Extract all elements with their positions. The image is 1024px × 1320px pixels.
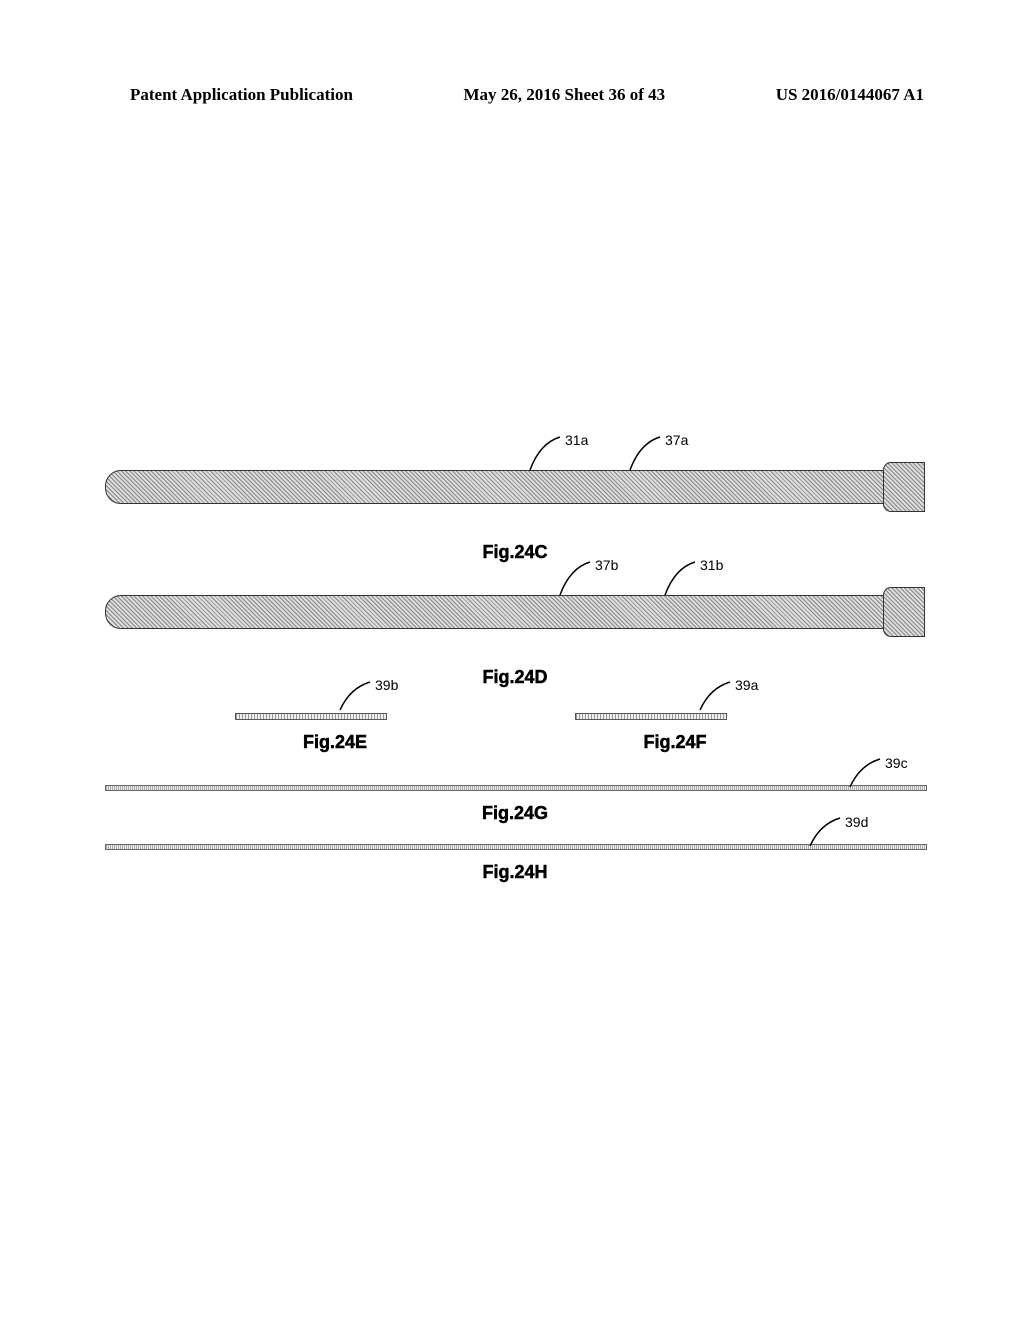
caption-24e: Fig.24E — [235, 732, 435, 753]
rod-shape-c — [105, 470, 925, 502]
caption-24d: Fig.24D — [105, 667, 925, 688]
label-37b: 37b — [595, 557, 618, 573]
header-left: Patent Application Publication — [130, 85, 353, 105]
label-39b: 39b — [375, 677, 398, 693]
header-right: US 2016/0144067 A1 — [776, 85, 924, 105]
bar-39d — [105, 844, 927, 850]
figure-24g: 39c Fig.24G — [105, 785, 925, 824]
caption-24f: Fig.24F — [575, 732, 775, 753]
caption-24h: Fig.24H — [105, 862, 925, 883]
figure-24c: 31a 37a Fig.24C — [105, 460, 925, 550]
rod-shape-d — [105, 595, 925, 627]
figure-24e-24f-row: 39b Fig.24E 39a Fig.24F — [105, 705, 925, 775]
label-31a: 31a — [565, 432, 588, 448]
caption-24g: Fig.24G — [105, 803, 925, 824]
caption-24c: Fig.24C — [105, 542, 925, 563]
page-header: Patent Application Publication May 26, 2… — [130, 85, 924, 105]
figure-24d: 37b 31b Fig.24D — [105, 585, 925, 675]
header-center: May 26, 2016 Sheet 36 of 43 — [464, 85, 666, 105]
figures-container: 31a 37a Fig.24C 37b 31b Fig.24D — [105, 460, 925, 903]
bar-39c — [105, 785, 927, 791]
figure-24e: 39b Fig.24E — [235, 705, 435, 775]
label-39a: 39a — [735, 677, 758, 693]
label-39c: 39c — [885, 755, 908, 771]
label-39d: 39d — [845, 814, 868, 830]
label-31b: 31b — [700, 557, 723, 573]
figure-24f: 39a Fig.24F — [575, 705, 775, 775]
figure-24h: 39d Fig.24H — [105, 844, 925, 883]
label-37a: 37a — [665, 432, 688, 448]
